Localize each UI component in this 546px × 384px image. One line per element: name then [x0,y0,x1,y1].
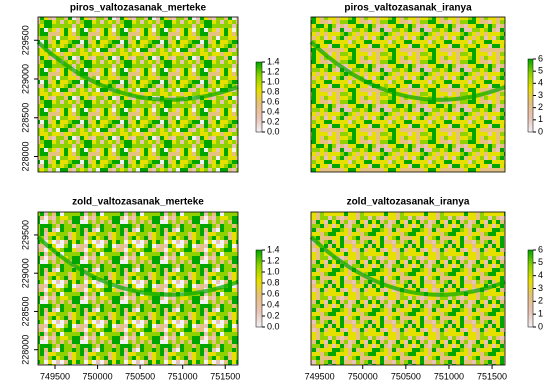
colorbar-label: 1.2 [267,255,280,265]
colorbar-label: 3 [538,90,543,100]
raster [311,212,505,365]
colorbar-label: 3 [538,283,543,293]
colorbar-label: 0 [538,126,543,136]
colorbar-label: 1.0 [267,76,280,86]
x-tick-label: 749500 [40,371,70,381]
colorbar-label: 0.8 [267,277,280,287]
colorbar-label: 0.4 [267,106,280,116]
colorbar-label: 0.0 [267,321,280,331]
x-tick-label: 751500 [210,371,240,381]
panel-title: zold_valtozasanak_iranya [347,197,470,208]
y-tick-label: 228500 [20,103,30,133]
y-tick-label: 228500 [20,296,30,326]
page: {"chart_data":[ {"type":"raster","title"… [0,0,546,384]
colorbar-label: 6 [538,244,543,254]
colorbar-label: 0.2 [267,116,280,126]
chart: piros_valtozasanak_merteke22800022850022… [0,0,546,384]
x-tick-label: 751000 [434,371,464,381]
y-tick-label: 229000 [20,258,30,288]
colorbar-label: 4 [538,270,543,280]
y-tick-label: 229000 [20,64,30,94]
colorbar-label: 2 [538,296,543,306]
colorbar-label: 0.0 [267,126,280,136]
y-tick-label: 229500 [20,25,30,55]
y-tick-label: 229500 [20,220,30,250]
colorbar-label: 1.0 [267,266,280,276]
raster [38,212,238,365]
x-tick-label: 751000 [168,371,198,381]
colorbar [256,62,262,132]
colorbar-label: 5 [538,257,543,267]
colorbar-label: 0.8 [267,86,280,96]
panel-title: piros_valtozasanak_merteke [70,3,207,14]
colorbar-label: 1 [538,309,543,319]
panel-title: zold_valtozasanak_merteke [72,197,204,208]
colorbar-label: 6 [538,53,543,63]
colorbar [256,250,262,327]
x-tick-label: 749500 [305,371,335,381]
x-tick-label: 751500 [477,371,507,381]
colorbar-label: 0.4 [267,299,280,309]
colorbar [528,250,533,327]
colorbar-label: 1 [538,114,543,124]
colorbar-label: 1.4 [267,244,280,254]
colorbar-label: 0.6 [267,288,280,298]
y-tick-label: 228000 [20,141,30,171]
colorbar-label: 0.2 [267,310,280,320]
colorbar-label: 0 [538,321,543,331]
colorbar-label: 0.6 [267,96,280,106]
panel-title: piros_valtozasanak_iranya [344,3,472,14]
x-tick-label: 750000 [348,371,378,381]
colorbar-label: 5 [538,66,543,76]
y-tick-label: 228000 [20,335,30,365]
x-tick-label: 750500 [391,371,421,381]
colorbar-label: 2 [538,102,543,112]
x-tick-label: 750500 [125,371,155,381]
colorbar [528,59,533,132]
colorbar-label: 1.4 [267,56,280,66]
x-tick-label: 750000 [83,371,113,381]
colorbar-label: 1.2 [267,66,280,76]
colorbar-label: 4 [538,78,543,88]
